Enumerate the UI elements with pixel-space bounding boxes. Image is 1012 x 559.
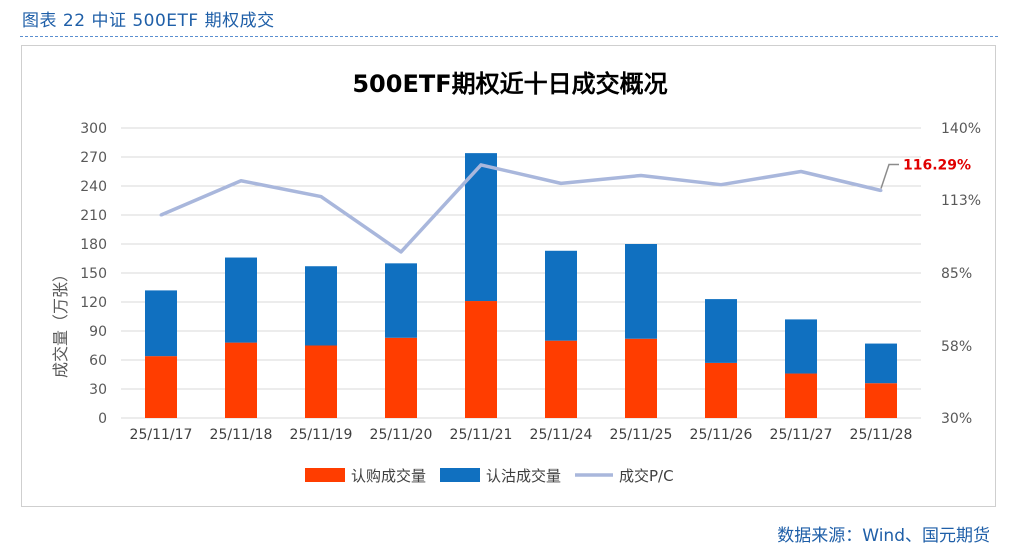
legend-swatch <box>305 468 345 482</box>
y-tick-label: 150 <box>80 266 107 282</box>
put-volume-bar <box>865 343 897 384</box>
pc-ratio-point <box>479 163 483 167</box>
x-tick-label: 25/11/20 <box>370 427 433 443</box>
y-tick-label: 180 <box>80 237 107 253</box>
pc-ratio-point <box>879 189 883 193</box>
y-tick-label: 90 <box>89 324 107 340</box>
put-volume-bar <box>385 263 417 338</box>
call-volume-bar <box>225 342 257 418</box>
put-volume-bar <box>145 290 177 357</box>
pc-ratio-line <box>160 163 882 254</box>
legend-swatch <box>440 468 480 482</box>
pc-ratio-point <box>559 181 563 185</box>
chart-frame: 500ETF期权近十日成交概况 0 30 60 90 120 150 180 210 240 27… <box>21 45 996 507</box>
figure-caption: 图表 22 中证 500ETF 期权成交 <box>22 11 275 31</box>
pc-value-label: 116.29% <box>903 158 971 174</box>
x-tick-label: 25/11/21 <box>450 427 513 443</box>
call-volume-bar <box>705 362 737 418</box>
bar-series-group <box>145 153 897 418</box>
annotation-leader-line <box>880 163 899 189</box>
pc-ratio-point <box>719 183 723 187</box>
legend-label: 认购成交量 <box>351 467 426 485</box>
y2-tick-label: 85% <box>941 266 972 282</box>
chart-svg: 500ETF期权近十日成交概况 0 30 60 90 120 150 180 210 240 27… <box>51 70 981 485</box>
y2-tick-label: 30% <box>941 411 972 427</box>
y-tick-label: 60 <box>89 353 107 369</box>
legend-label: 认沽成交量 <box>486 467 561 485</box>
legend: 认购成交量 认沽成交量 成交P/C <box>305 467 674 485</box>
put-volume-bar <box>305 266 337 346</box>
y2-tick-label: 58% <box>941 339 972 355</box>
call-volume-bar <box>625 338 657 418</box>
call-volume-bar <box>145 356 177 418</box>
x-tick-label: 25/11/25 <box>610 427 673 443</box>
annotation-group: 116.29% <box>880 158 971 189</box>
call-volume-bar <box>785 373 817 418</box>
pc-line-group <box>159 163 883 254</box>
pc-ratio-point <box>399 250 403 254</box>
x-tick-label: 25/11/26 <box>690 427 753 443</box>
y2-tick-label: 113% <box>941 193 981 209</box>
y-tick-label: 270 <box>80 150 107 166</box>
y-tick-label: 240 <box>80 179 107 195</box>
caption-divider <box>20 36 998 37</box>
pc-ratio-point <box>159 213 163 217</box>
axis-labels: 0 30 60 90 120 150 180 210 240 270 300 30% 58% 85% 113… <box>80 121 981 443</box>
x-tick-label: 25/11/17 <box>130 427 193 443</box>
y-tick-label: 300 <box>80 121 107 137</box>
put-volume-bar <box>625 244 657 339</box>
x-tick-label: 25/11/19 <box>290 427 353 443</box>
put-volume-bar <box>545 250 577 341</box>
call-volume-bar <box>545 340 577 418</box>
y-tick-label: 210 <box>80 208 107 224</box>
pc-ratio-point <box>799 170 803 173</box>
put-volume-bar <box>705 299 737 363</box>
put-volume-bar <box>225 257 257 343</box>
x-tick-label: 25/11/24 <box>530 427 593 443</box>
call-volume-bar <box>865 383 897 418</box>
x-tick-label: 25/11/18 <box>210 427 273 443</box>
x-tick-label: 25/11/27 <box>770 427 833 443</box>
put-volume-bar <box>785 319 817 374</box>
y-tick-label: 30 <box>89 382 107 398</box>
call-volume-bar <box>305 345 337 418</box>
pc-ratio-point <box>319 195 323 199</box>
y-axis-title: 成交量（万张） <box>51 266 70 378</box>
call-volume-bar <box>385 337 417 418</box>
y2-tick-label: 140% <box>941 121 981 137</box>
call-volume-bar <box>465 301 497 418</box>
y-tick-label: 0 <box>98 411 107 427</box>
pc-ratio-point <box>239 179 243 183</box>
y-tick-label: 120 <box>80 295 107 311</box>
x-tick-label: 25/11/28 <box>850 427 913 443</box>
pc-ratio-point <box>639 173 643 177</box>
legend-label: 成交P/C <box>619 467 674 485</box>
chart-title: 500ETF期权近十日成交概况 <box>352 70 667 98</box>
source-note: 数据来源：Wind、国元期货 <box>777 526 990 546</box>
